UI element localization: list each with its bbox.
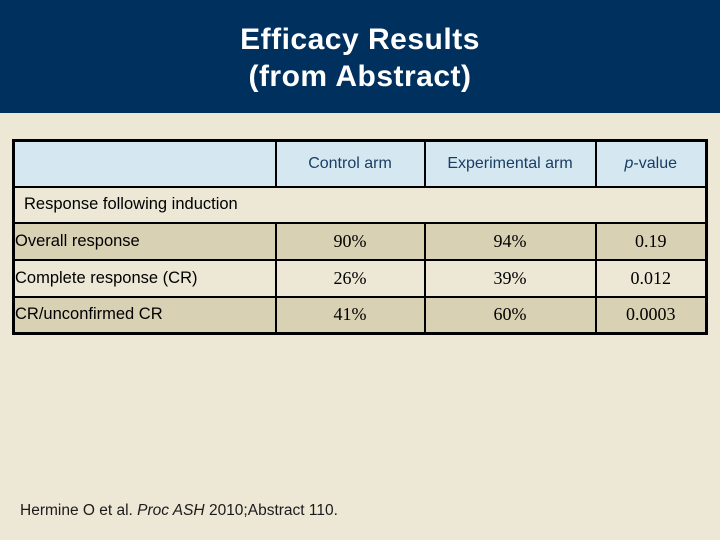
row-label: Overall response [12,221,277,261]
p-value-italic-p: p [624,154,634,172]
header-cell-empty [12,139,277,188]
row-label: Complete response (CR) [12,258,277,298]
section-header-cell: Response following induction [12,185,708,224]
citation-reference: 2010;Abstract 110. [204,502,338,519]
citation: Hermine O et al. Proc ASH 2010;Abstract … [20,501,338,521]
header-cell-experimental-arm: Experimental arm [423,139,597,188]
row-label: CR/unconfirmed CR [12,295,277,335]
citation-journal: Proc ASH [137,502,205,519]
header-cell-p-value: p-value [594,139,708,188]
header-cell-control-arm: Control arm [274,139,426,188]
citation-authors: Hermine O et al. [20,502,138,519]
p-value: 0.012 [594,258,708,298]
control-arm-value: 41% [274,295,426,335]
slide-title-line-2: (from Abstract) [248,60,472,93]
table-header-row: Control arm Experimental arm p-value [12,139,708,188]
p-value: 0.19 [594,221,708,261]
control-arm-value: 90% [274,221,426,261]
experimental-arm-value: 60% [423,295,597,335]
title-band: Efficacy Results (from Abstract) [0,0,720,113]
efficacy-results-table: Control arm Experimental arm p-value Res… [12,139,708,335]
table-row-overall-response: Overall response 90% 94% 0.19 [12,221,708,261]
p-value: 0.0003 [594,295,708,335]
experimental-arm-value: 94% [423,221,597,261]
p-value-rest: -value [633,154,677,172]
table-row-complete-response: Complete response (CR) 26% 39% 0.012 [12,258,708,298]
section-row: Response following induction [12,185,708,224]
control-arm-value: 26% [274,258,426,298]
slide-title-line-1: Efficacy Results [240,23,480,56]
experimental-arm-value: 39% [423,258,597,298]
table-row-cr-unconfirmed: CR/unconfirmed CR 41% 60% 0.0003 [12,295,708,335]
